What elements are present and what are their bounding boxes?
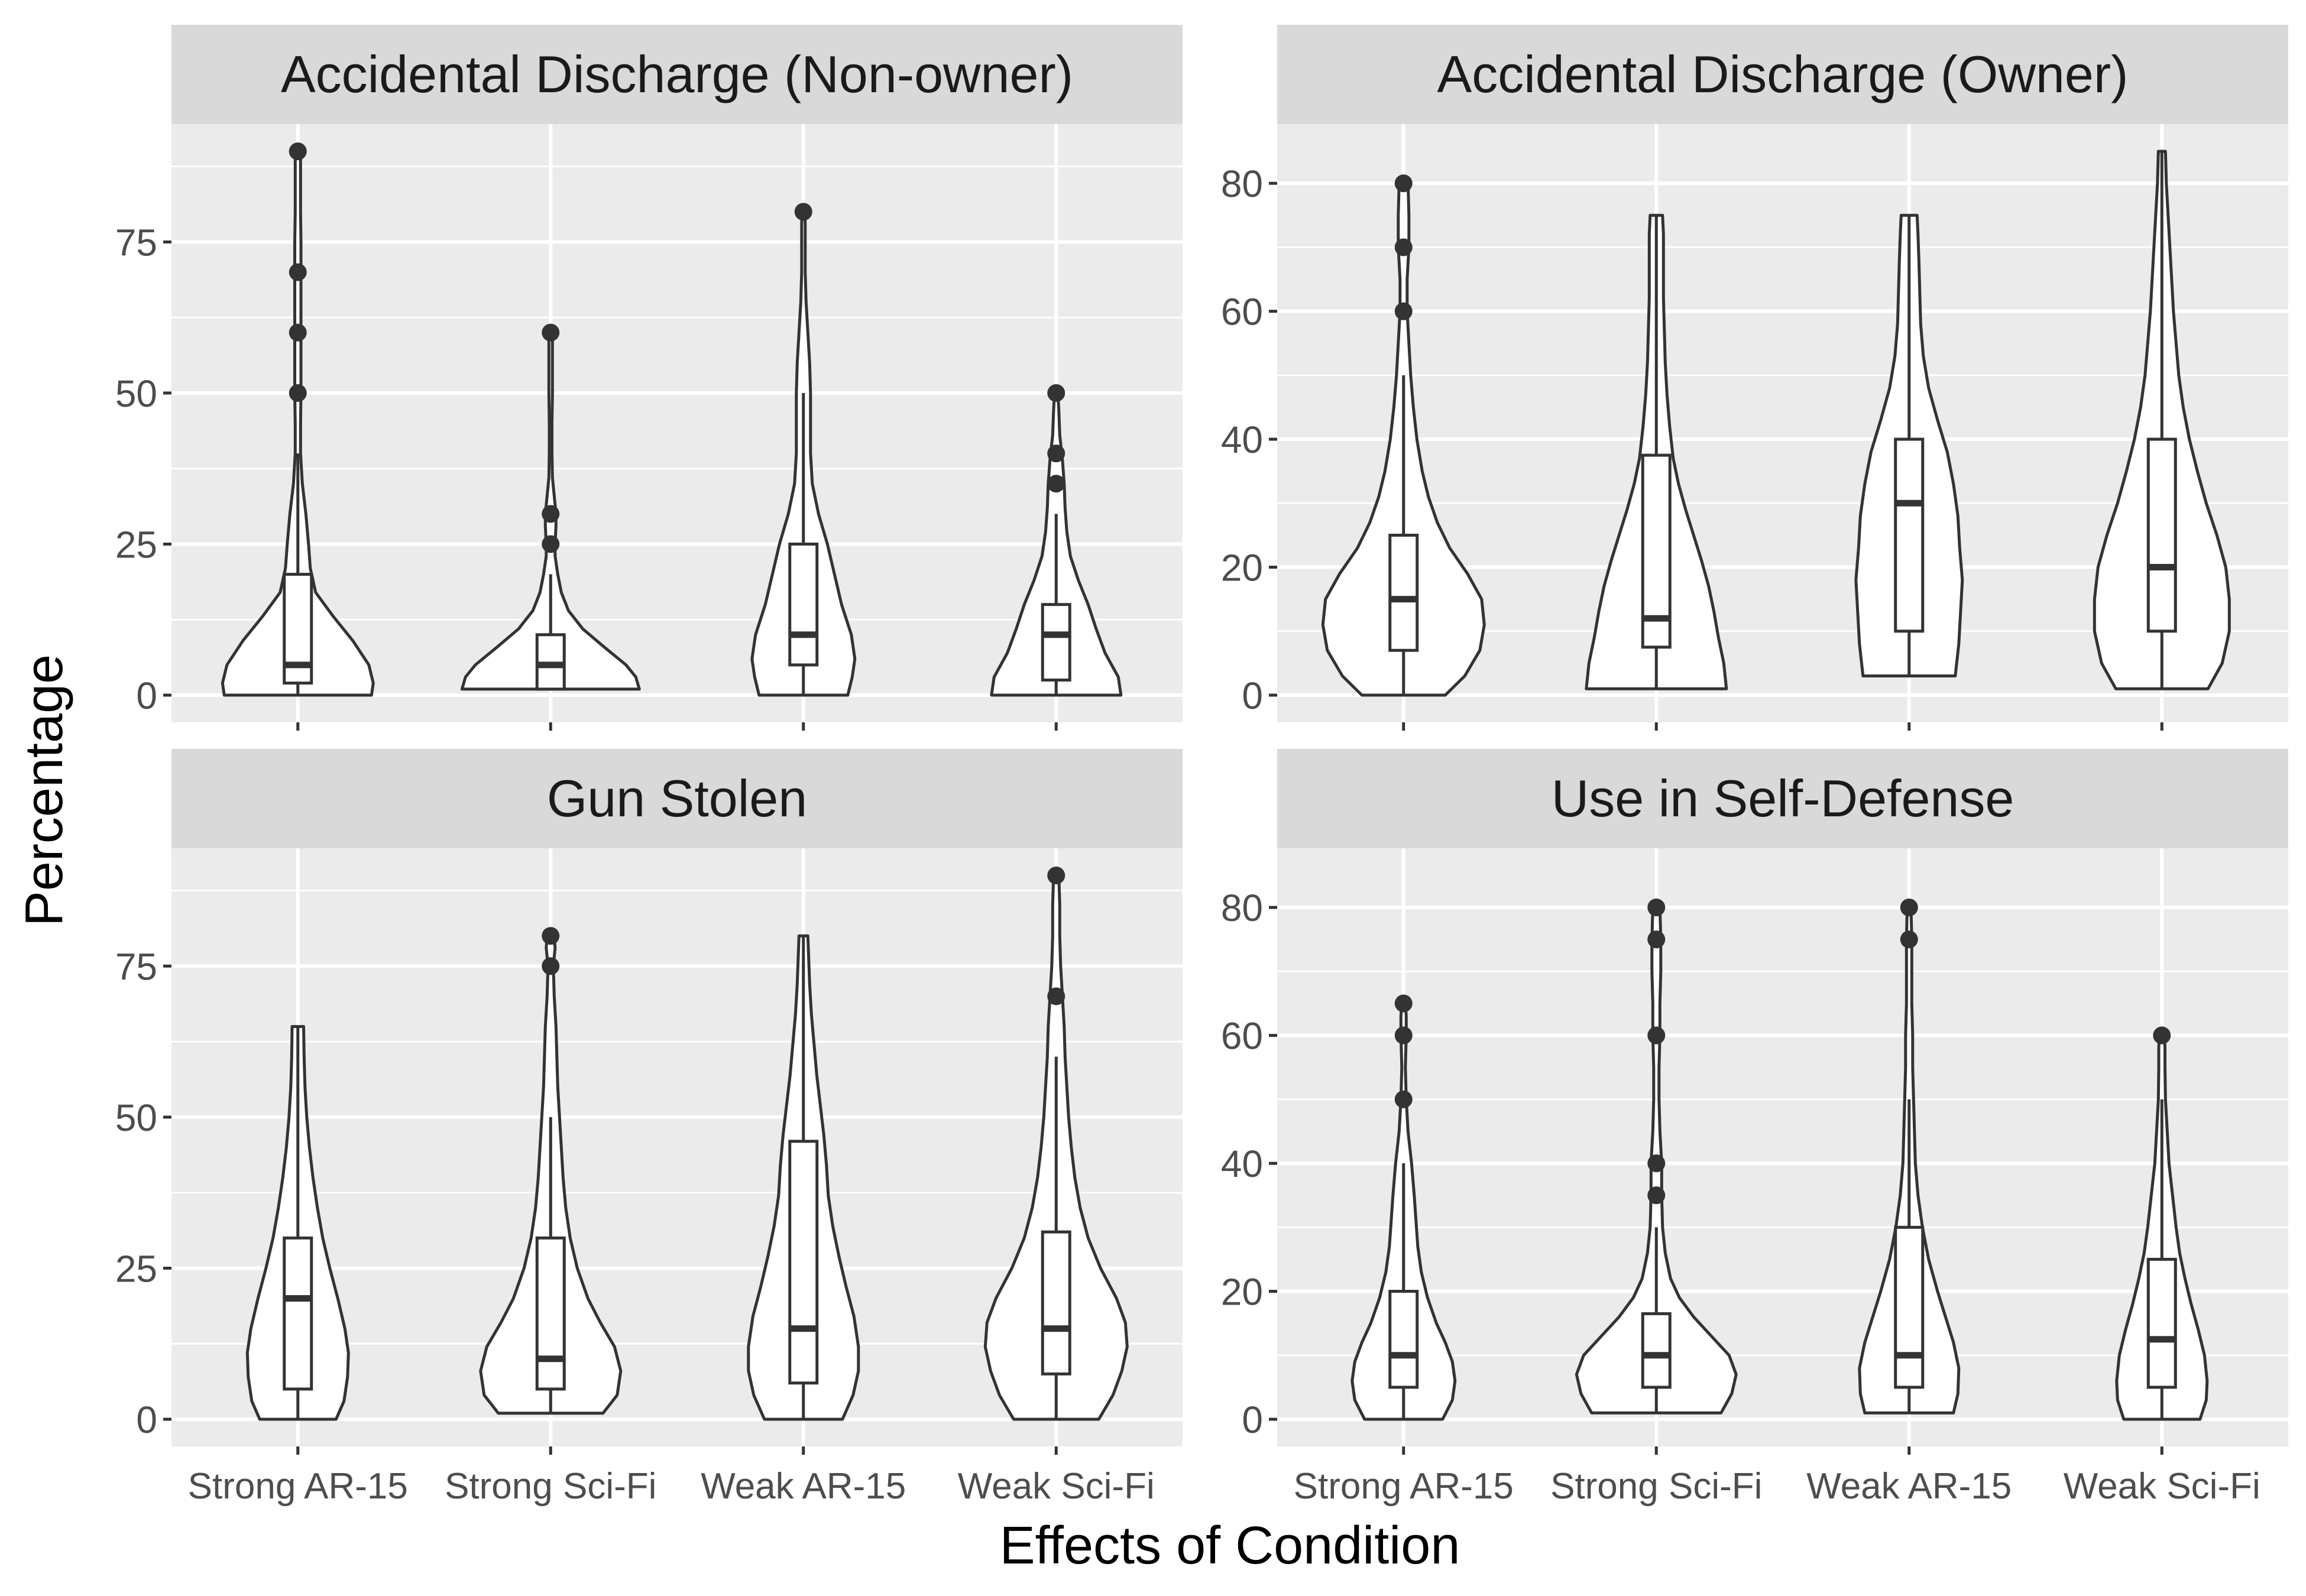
outlier-point — [2153, 1026, 2171, 1044]
outlier-point — [1647, 1154, 1666, 1173]
y-tick-label: 25 — [115, 523, 157, 566]
panel-strip — [171, 25, 1183, 124]
x-tick-label: Strong Sci-Fi — [1550, 1466, 1762, 1507]
outlier-point — [1647, 930, 1666, 949]
y-tick-label: 80 — [1221, 163, 1263, 205]
x-axis-label: Effects of Condition — [1000, 1516, 1460, 1575]
violin-weak-ar-15 — [1854, 213, 1964, 677]
violin-weak-sci-fi — [990, 384, 1123, 697]
iqr-box — [2146, 437, 2177, 633]
violin-strong-sci-fi — [1585, 213, 1728, 690]
outlier-point — [1647, 1026, 1666, 1044]
iqr-box — [788, 542, 819, 667]
violin-strong-sci-fi — [479, 927, 623, 1415]
y-tick-label: 0 — [136, 1399, 157, 1441]
violin-strong-ar-15 — [245, 1025, 350, 1421]
outlier-point — [1047, 445, 1065, 463]
x-tick-label: Strong AR-15 — [1294, 1466, 1514, 1507]
panel-strip — [1277, 25, 2288, 124]
iqr-box — [2146, 1257, 2177, 1389]
violin-strong-sci-fi — [460, 323, 641, 691]
violin-weak-ar-15 — [750, 203, 857, 697]
outlier-point — [289, 384, 307, 402]
y-tick-label: 60 — [1221, 1015, 1263, 1057]
panel-strip — [171, 749, 1183, 848]
panel-title: Accidental Discharge (Owner) — [1437, 45, 2129, 103]
y-tick-label: 50 — [115, 1097, 157, 1139]
outlier-point — [1047, 475, 1065, 493]
outlier-point — [542, 535, 560, 553]
iqr-box — [1641, 1312, 1672, 1389]
x-tick-label: Strong Sci-Fi — [445, 1466, 656, 1507]
x-tick-label: Weak Sci-Fi — [958, 1466, 1155, 1507]
violin-weak-ar-15 — [1858, 898, 1961, 1415]
outlier-point — [1394, 1026, 1413, 1044]
panel-use-in-self-defense: Use in Self-Defense 0 20 40 60 80 Strong AR-15… — [1221, 749, 2288, 1507]
iqr-box — [1041, 1230, 1071, 1376]
violin-strong-ar-15 — [221, 142, 375, 697]
outlier-point — [794, 203, 812, 221]
outlier-point — [1394, 994, 1413, 1013]
iqr-box — [1041, 603, 1071, 682]
x-tick-label: Weak AR-15 — [1806, 1466, 2012, 1507]
outlier-point — [289, 323, 307, 342]
violin-strong-ar-15 — [1350, 994, 1457, 1421]
outlier-point — [542, 323, 560, 342]
outlier-point — [1394, 238, 1413, 257]
panel-title: Gun Stolen — [547, 769, 807, 828]
y-tick-label: 75 — [115, 221, 157, 264]
y-tick-label: 50 — [115, 372, 157, 415]
y-tick-label: 0 — [136, 674, 157, 717]
panel-title: Accidental Discharge (Non-owner) — [281, 45, 1073, 103]
panel-title: Use in Self-Defense — [1552, 769, 2014, 828]
iqr-box — [1894, 437, 1925, 633]
outlier-point — [1647, 898, 1666, 917]
iqr-box — [1388, 1290, 1419, 1389]
iqr-box — [788, 1140, 819, 1385]
y-tick-label: 0 — [1242, 1399, 1263, 1441]
x-tick-label: Weak Sci-Fi — [2064, 1466, 2260, 1507]
violin-strong-sci-fi — [1575, 898, 1738, 1415]
panel-accidental-discharge-non-owner: Accidental Discharge (Non-owner) 0 25 50 75 — [115, 25, 1183, 731]
outlier-point — [542, 505, 560, 523]
x-tick-label: Strong AR-15 — [188, 1466, 408, 1507]
y-tick-label: 80 — [1221, 887, 1263, 929]
outlier-point — [1900, 898, 1918, 917]
y-tick-label: 60 — [1221, 291, 1263, 333]
y-tick-label: 25 — [115, 1247, 157, 1290]
y-tick-label: 20 — [1221, 1271, 1263, 1313]
outlier-point — [289, 263, 307, 281]
y-tick-label: 75 — [115, 945, 157, 988]
violin-weak-sci-fi — [983, 867, 1129, 1421]
y-tick-label: 20 — [1221, 547, 1263, 589]
outlier-point — [1394, 1090, 1413, 1108]
y-tick-label: 40 — [1221, 1143, 1263, 1185]
outlier-point — [1047, 384, 1065, 402]
violin-weak-sci-fi — [2115, 1026, 2209, 1421]
y-tick-label: 40 — [1221, 419, 1263, 461]
outlier-point — [1900, 930, 1918, 949]
iqr-box — [283, 1236, 313, 1391]
outlier-point — [1047, 987, 1065, 1005]
violin-strong-ar-15 — [1321, 174, 1486, 697]
iqr-box — [1388, 533, 1419, 652]
outlier-point — [1647, 1186, 1666, 1205]
y-tick-label: 0 — [1242, 674, 1263, 717]
y-axis-label: Percentage — [15, 654, 74, 926]
x-tick-label: Weak AR-15 — [701, 1466, 906, 1507]
panel-accidental-discharge-owner: Accidental Discharge (Owner) 0 20 40 60 80 — [1221, 25, 2288, 731]
outlier-point — [542, 957, 560, 975]
outlier-point — [1047, 867, 1065, 884]
iqr-box — [535, 1236, 566, 1391]
outlier-point — [542, 927, 560, 945]
outlier-point — [289, 142, 307, 160]
iqr-box — [1894, 1225, 1925, 1389]
panel-strip — [1277, 749, 2288, 848]
outlier-point — [1394, 174, 1413, 193]
panel-gun-stolen: Gun Stolen 0 25 50 75 Strong AR-15 Strong Sci-… — [115, 749, 1183, 1507]
violin-weak-sci-fi — [2093, 150, 2231, 690]
violin-weak-ar-15 — [747, 934, 860, 1421]
outlier-point — [1394, 302, 1413, 320]
